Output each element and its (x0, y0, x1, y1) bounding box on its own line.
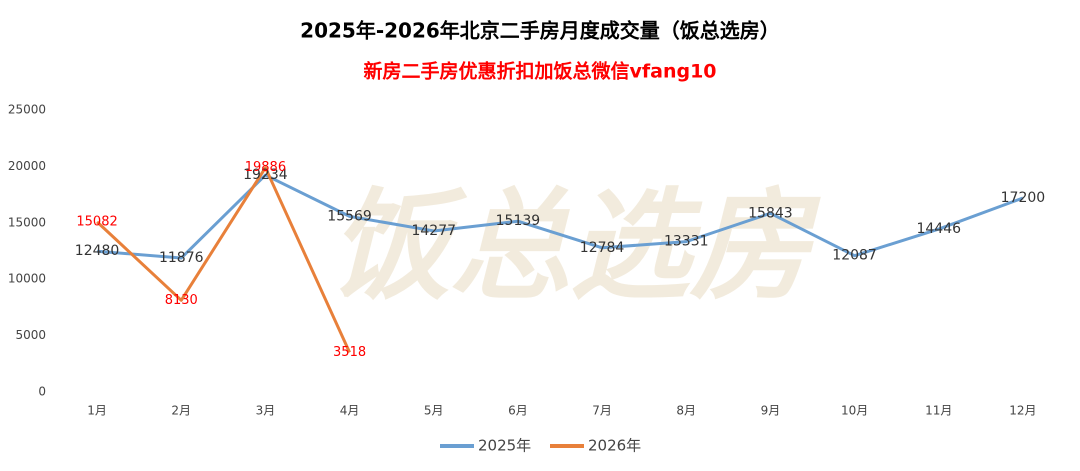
x-tick-label: 12月 (1009, 404, 1036, 418)
data-label: 12087 (832, 248, 877, 264)
data-label: 14277 (411, 223, 456, 239)
x-tick-label: 10月 (841, 404, 868, 418)
y-tick-label: 10000 (8, 272, 46, 286)
y-tick-label: 0 (38, 385, 46, 399)
data-label: 19886 (245, 160, 286, 175)
watermark: 饭总选房 (330, 178, 821, 317)
y-tick-label: 5000 (15, 328, 46, 342)
data-label: 8130 (165, 293, 198, 308)
x-tick-label: 2月 (171, 404, 191, 418)
data-label: 15843 (748, 205, 793, 221)
data-label: 12480 (75, 243, 120, 259)
data-label: 11876 (159, 250, 204, 266)
x-tick-label: 9月 (761, 404, 781, 418)
x-tick-label: 4月 (340, 404, 360, 418)
series-line (96, 166, 351, 353)
x-tick-label: 11月 (925, 404, 952, 418)
data-label: 14446 (916, 221, 961, 237)
data-label: 15082 (76, 214, 117, 229)
data-label: 15139 (496, 213, 541, 229)
data-label: 12784 (580, 240, 625, 256)
data-label: 13331 (664, 234, 709, 250)
chart-subtitle: 新房二手房优惠折扣加饭总微信vfang10 (363, 60, 716, 83)
data-label: 15569 (327, 208, 372, 224)
y-tick-label: 25000 (8, 103, 46, 117)
x-tick-label: 7月 (592, 404, 612, 418)
legend-label: 2026年 (588, 437, 641, 455)
x-tick-label: 8月 (676, 404, 696, 418)
y-tick-label: 20000 (8, 159, 46, 173)
x-tick-label: 3月 (256, 404, 276, 418)
x-tick-label: 1月 (87, 404, 107, 418)
x-tick-label: 5月 (424, 404, 444, 418)
y-tick-label: 15000 (8, 215, 46, 229)
data-label: 19234 (243, 167, 288, 183)
chart-title: 2025年-2026年北京二手房月度成交量（饭总选房） (300, 19, 780, 43)
data-label: 17200 (1001, 190, 1046, 206)
data-label: 3518 (333, 345, 366, 360)
legend-label: 2025年 (478, 437, 531, 455)
x-tick-label: 6月 (508, 404, 528, 418)
